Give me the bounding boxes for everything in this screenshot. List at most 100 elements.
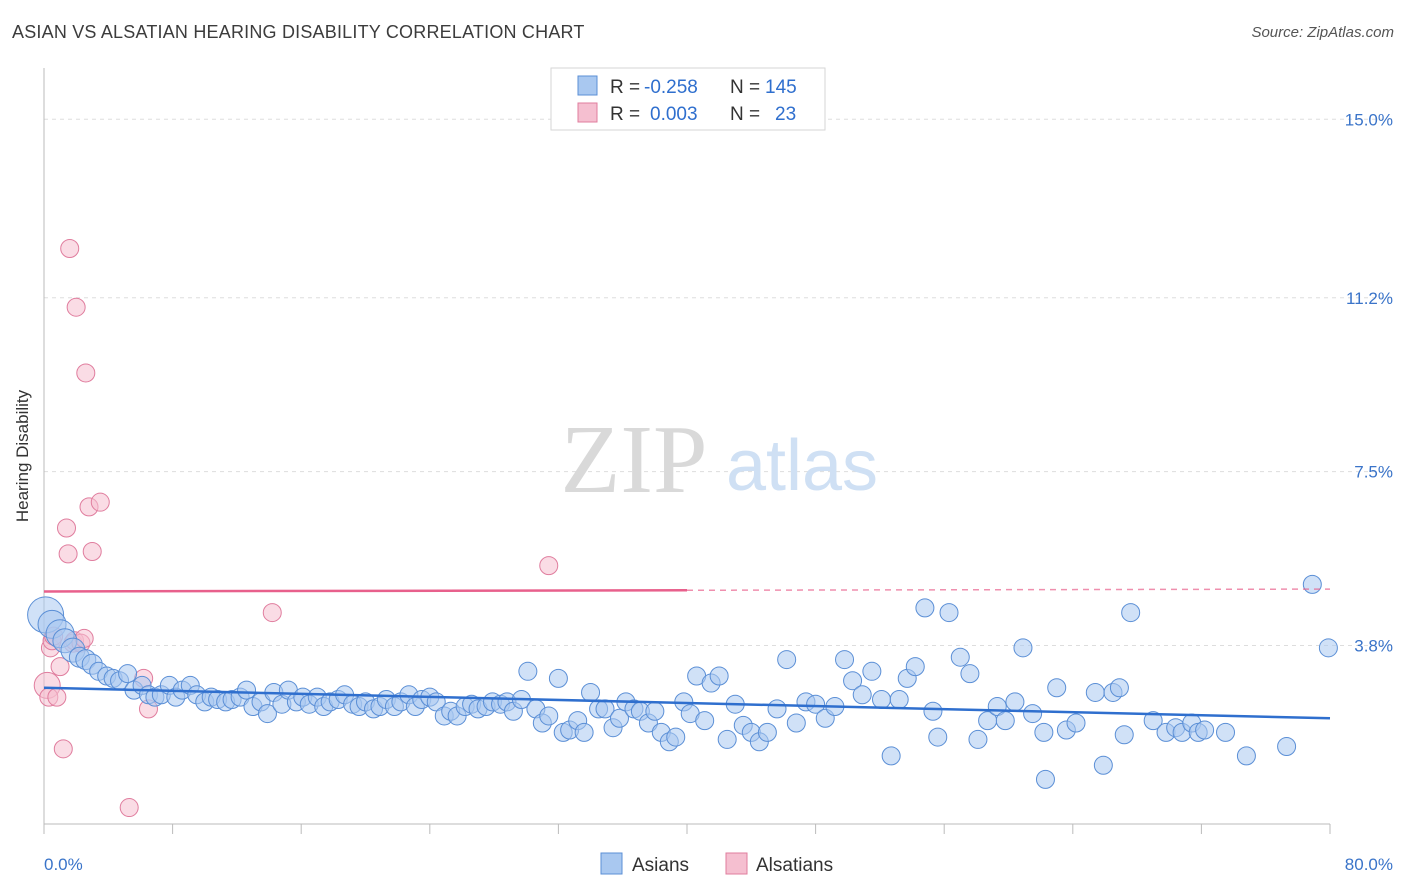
alsatians-trend-line — [43, 589, 688, 593]
alsatians-point-9 — [58, 544, 78, 564]
asians-point-29 — [237, 680, 257, 700]
stats-legend: R = -0.258 N = 145 R = 0.003 N = 23 — [550, 67, 826, 131]
asians-point-96 — [709, 666, 729, 686]
asians-point-151 — [1236, 746, 1256, 766]
asians-point-115 — [881, 746, 901, 766]
asians-point-112 — [852, 685, 872, 705]
asians-point-113 — [862, 661, 882, 681]
asians-point-90 — [666, 727, 686, 747]
x-tick-labels: 0.0% 80.0% — [44, 855, 1393, 874]
asians-points — [27, 574, 1338, 789]
x-tick-label-1: 80.0% — [1345, 855, 1393, 874]
legend-label-alsatians: Alsatians — [756, 855, 833, 876]
series-legend: Asians Alsatians — [600, 852, 833, 876]
asians-point-132 — [1034, 722, 1054, 742]
asians-point-116 — [889, 690, 909, 709]
x-tick-label-0: 0.0% — [44, 855, 83, 874]
asians-point-87 — [645, 701, 665, 721]
y-tick-label-2: 11.2% — [1346, 289, 1393, 308]
asians-point-97 — [717, 729, 737, 749]
grid-lines — [44, 118, 1392, 646]
asians-point-32 — [257, 704, 277, 724]
asians-point-104 — [777, 650, 797, 670]
asians-point-141 — [1114, 725, 1134, 745]
asians-point-128 — [995, 711, 1015, 731]
stats-asians-n-label: N = — [730, 77, 760, 98]
asians-point-120 — [923, 701, 943, 721]
asians-point-78 — [581, 682, 601, 702]
watermark: ZIP atlas — [561, 406, 879, 514]
asians-point-140 — [1109, 678, 1129, 698]
asians-point-73 — [548, 668, 568, 688]
alsatians-point-22 — [262, 603, 282, 623]
y-axis-label: Hearing Disability — [13, 389, 32, 522]
stats-alsatians-n-label: N = — [730, 104, 760, 125]
asians-point-153 — [1302, 574, 1322, 594]
stats-asians-r-value: -0.258 — [644, 77, 698, 98]
alsatians-point-10 — [60, 238, 80, 258]
stats-swatch-asians — [577, 75, 598, 96]
asians-point-107 — [806, 694, 826, 714]
stats-alsatians-r-value: 0.003 — [650, 104, 698, 125]
asians-point-150 — [1216, 722, 1236, 742]
stats-asians-r-label: R = — [610, 77, 640, 98]
asians-point-118 — [905, 657, 925, 677]
alsatians-point-8 — [57, 518, 77, 538]
alsatians-point-6 — [50, 657, 70, 677]
watermark-atlas: atlas — [726, 426, 878, 506]
asians-point-82 — [609, 708, 629, 728]
legend-swatch-alsatians — [725, 852, 748, 875]
asians-point-110 — [835, 650, 855, 670]
asians-point-102 — [757, 722, 777, 742]
source-label: Source: ZipAtlas.com — [1251, 24, 1394, 41]
asians-point-129 — [1005, 692, 1025, 712]
alsatians-trend-line-extension — [686, 588, 1331, 592]
asians-point-142 — [1121, 603, 1141, 623]
asians-point-122 — [939, 603, 959, 623]
asians-point-143 — [1143, 711, 1163, 731]
alsatians-point-7 — [53, 739, 73, 759]
asians-point-138 — [1093, 755, 1113, 775]
asians-point-137 — [1085, 682, 1105, 702]
asians-point-124 — [960, 664, 980, 684]
alsatians-point-13 — [66, 297, 86, 317]
asians-point-119 — [915, 598, 935, 618]
alsatians-point-5 — [47, 687, 67, 707]
asians-point-94 — [695, 711, 715, 731]
watermark-zip: ZIP — [561, 406, 708, 514]
asians-point-154 — [1318, 638, 1338, 658]
asians-point-103 — [767, 699, 787, 719]
trend-lines — [43, 588, 1331, 720]
stats-alsatians-r-label: R = — [610, 104, 640, 125]
y-tick-label-1: 7.5% — [1354, 463, 1393, 482]
asians-point-12 — [118, 664, 138, 684]
alsatians-point-19 — [90, 492, 110, 512]
asians-trend-line — [43, 686, 1331, 720]
y-tick-label-3: 15.0% — [1345, 110, 1393, 129]
asians-point-133 — [1035, 769, 1055, 789]
asians-point-125 — [968, 729, 988, 749]
alsatians-point-23 — [539, 556, 559, 576]
legend-swatch-asians — [600, 852, 623, 875]
stats-asians-n-value: 145 — [765, 77, 797, 98]
stats-alsatians-n-value: 23 — [775, 104, 796, 125]
alsatians-point-16 — [76, 363, 96, 383]
asians-point-152 — [1277, 736, 1297, 756]
asians-point-123 — [950, 647, 970, 667]
y-tick-label-0: 3.8% — [1354, 636, 1393, 655]
alsatians-point-18 — [82, 542, 102, 562]
asians-point-72 — [539, 706, 559, 726]
asians-point-77 — [574, 722, 594, 742]
alsatians-point-24 — [119, 798, 139, 818]
asians-point-121 — [928, 727, 948, 747]
legend-label-asians: Asians — [632, 855, 689, 876]
asians-point-105 — [786, 713, 806, 733]
asians-point-136 — [1066, 713, 1086, 733]
asians-point-149 — [1195, 720, 1215, 740]
stats-swatch-alsatians — [577, 102, 598, 123]
chart-title: ASIAN VS ALSATIAN HEARING DISABILITY COR… — [12, 22, 585, 42]
alsatians-points — [33, 238, 559, 818]
asians-point-69 — [518, 661, 538, 681]
asians-point-114 — [872, 690, 892, 709]
